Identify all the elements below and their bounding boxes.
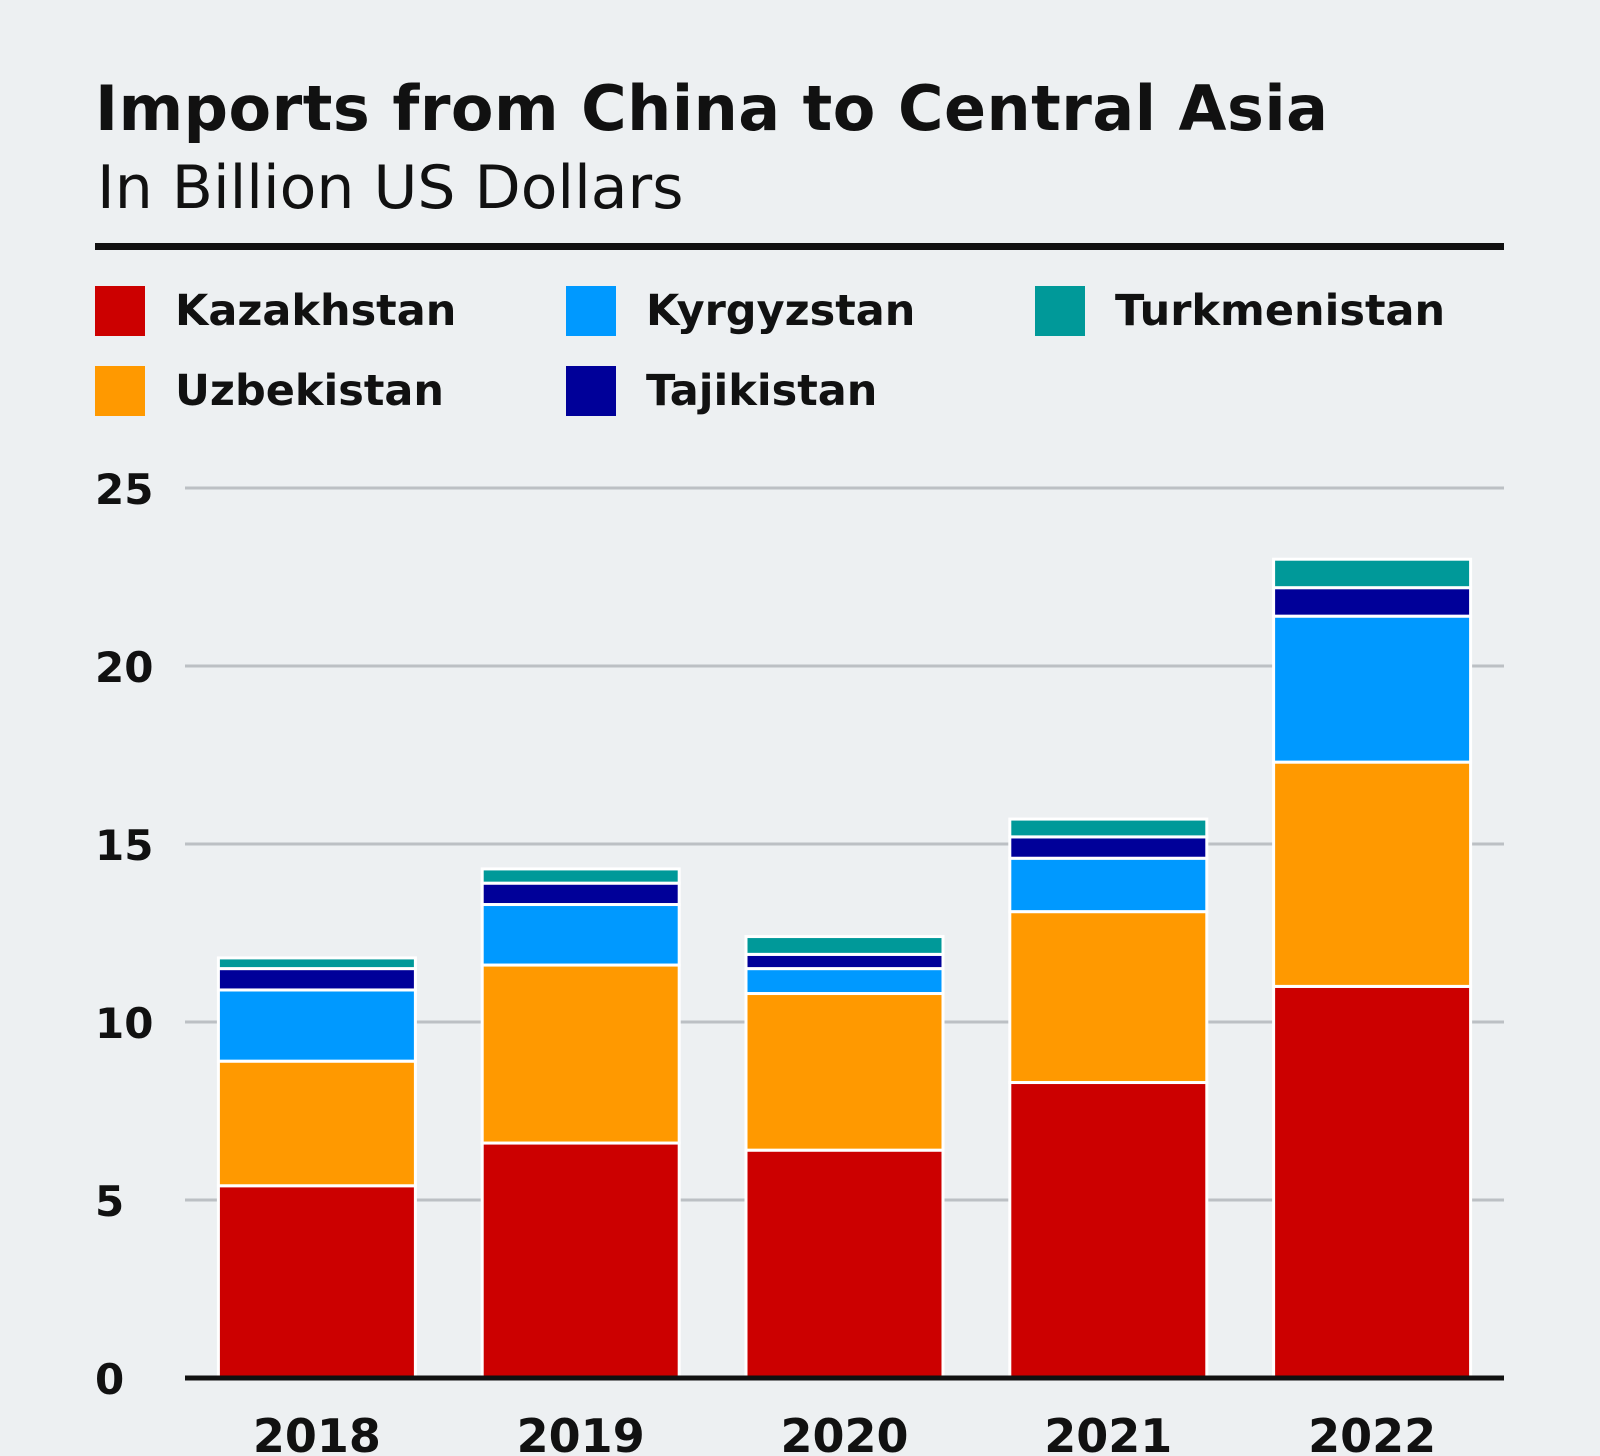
legend-label-tajikistan: Tajikistan — [646, 366, 878, 416]
bar-segment-kazakhstan-2022 — [1272, 984, 1473, 1380]
x-tick-label: 2022 — [1308, 1409, 1436, 1456]
legend-label-kazakhstan: Kazakhstan — [175, 286, 457, 336]
x-tick-label: 2021 — [1044, 1409, 1172, 1456]
bar-segment-turkmenistan-2019 — [480, 867, 681, 885]
y-tick-label: 10 — [95, 999, 153, 1048]
bar-segment-kyrgyzstan-2022 — [1272, 614, 1473, 764]
bar-stack-2019 — [480, 867, 681, 1380]
chart-subtitle: In Billion US Dollars — [97, 153, 684, 223]
bar-segment-tajikistan-2021 — [1008, 835, 1209, 860]
bar-segment-kazakhstan-2020 — [744, 1148, 945, 1380]
bar-segment-tajikistan-2019 — [480, 881, 681, 907]
bar-segment-kyrgyzstan-2019 — [480, 903, 681, 967]
x-axis: 2018 2019 2020 2021 2022 — [253, 1409, 1436, 1456]
bar-segment-turkmenistan-2018 — [216, 956, 417, 971]
bar-segment-kazakhstan-2019 — [480, 1141, 681, 1380]
legend-label-kyrgyzstan: Kyrgyzstan — [646, 286, 916, 336]
bars — [216, 557, 1473, 1380]
bar-segment-tajikistan-2022 — [1272, 586, 1473, 618]
bar-segment-kyrgyzstan-2020 — [744, 967, 945, 996]
bar-stack-2018 — [216, 956, 417, 1380]
legend-label-turkmenistan: Turkmenistan — [1115, 286, 1446, 336]
bar-segment-uzbekistan-2022 — [1272, 760, 1473, 988]
y-tick-label: 5 — [95, 1177, 124, 1226]
x-tick-label: 2018 — [253, 1409, 381, 1456]
bar-stack-2021 — [1008, 817, 1209, 1380]
bar-segment-kazakhstan-2021 — [1008, 1081, 1209, 1380]
bar-segment-kyrgyzstan-2021 — [1008, 856, 1209, 914]
bar-segment-turkmenistan-2021 — [1008, 817, 1209, 839]
legend-swatch-tajikistan — [566, 366, 616, 416]
bar-stack-2022 — [1272, 557, 1473, 1380]
legend-swatch-turkmenistan — [1035, 286, 1085, 336]
x-tick-label: 2019 — [517, 1409, 645, 1456]
y-tick-label: 0 — [95, 1355, 124, 1404]
bar-segment-tajikistan-2020 — [744, 952, 945, 971]
bar-segment-kazakhstan-2018 — [216, 1184, 417, 1380]
bar-segment-turkmenistan-2020 — [744, 935, 945, 956]
legend-label-uzbekistan: Uzbekistan — [175, 366, 445, 416]
title-divider — [95, 243, 1504, 250]
legend-swatch-kyrgyzstan — [566, 286, 616, 336]
x-tick-label: 2020 — [780, 1409, 908, 1456]
bar-stack-2020 — [744, 935, 945, 1380]
bar-segment-uzbekistan-2020 — [744, 992, 945, 1152]
y-tick-label: 15 — [95, 821, 153, 870]
legend-swatch-uzbekistan — [95, 366, 145, 416]
y-axis: 0 5 10 15 20 25 — [95, 465, 153, 1404]
bar-segment-kyrgyzstan-2018 — [216, 988, 417, 1063]
legend-swatch-kazakhstan — [95, 286, 145, 336]
chart-title: Imports from China to Central Asia — [95, 72, 1329, 145]
y-tick-label: 20 — [95, 643, 153, 692]
bar-segment-uzbekistan-2019 — [480, 963, 681, 1145]
bar-segment-turkmenistan-2022 — [1272, 557, 1473, 590]
y-tick-label: 25 — [95, 465, 153, 514]
bar-segment-tajikistan-2018 — [216, 967, 417, 992]
bar-segment-uzbekistan-2018 — [216, 1059, 417, 1188]
bar-segment-uzbekistan-2021 — [1008, 910, 1209, 1085]
